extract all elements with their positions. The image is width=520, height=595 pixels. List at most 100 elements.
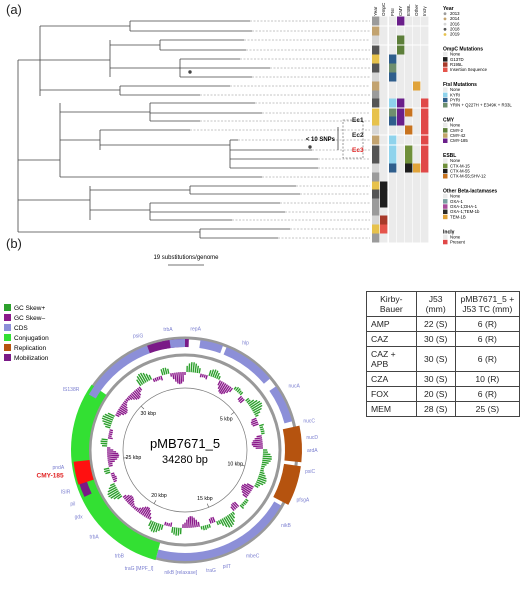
legend-group-title: Other Beta-lactamases (443, 189, 497, 195)
gene-label: nikB (281, 523, 291, 529)
table-cell: CZA (366, 371, 417, 387)
gene-label: gdx (75, 514, 84, 520)
gc-skew-bar (125, 495, 133, 502)
gc-skew-bar (117, 495, 123, 500)
gc-skew-bar (230, 503, 237, 510)
gc-skew-bar (168, 523, 171, 527)
heatmap-cell (421, 215, 429, 225)
gene-label: repA (190, 326, 201, 332)
gc-skew-bar (241, 490, 249, 497)
phylogenetic-tree (17, 20, 318, 239)
gc-skew-bar (201, 373, 204, 378)
gc-skew-bar (252, 439, 263, 442)
gc-skew-bar (107, 454, 120, 457)
heatmap-cell (372, 72, 380, 82)
heatmap-cell (372, 207, 380, 217)
legend-item-label: None (450, 52, 461, 57)
gc-skew-bar (111, 474, 116, 477)
table-row: FOX 20 (S) 6 (R) (366, 386, 520, 402)
gc-skew-bar (230, 506, 235, 512)
heatmap-cell (389, 108, 397, 118)
heatmap-cell (397, 233, 405, 243)
heatmap-cell (405, 98, 413, 108)
gene-label: trbA (90, 534, 100, 540)
heatmap-cell (380, 35, 388, 45)
snp-cluster-box: < 10 SNPs Ec1 Ec2 Ec3 (306, 117, 364, 159)
plasmid-legend-swatch (4, 334, 11, 341)
kirby-bauer-table-wrap: Kirby-Bauer J53 (mm) pMB7671_5 + J53 TC … (366, 291, 520, 417)
heatmap-cell (405, 224, 413, 234)
gc-skew-bar (122, 494, 127, 499)
gc-skew-bar (221, 518, 228, 528)
heatmap-cell (397, 63, 405, 73)
gc-skew-bar (198, 368, 201, 374)
heatmap-cell (389, 145, 397, 155)
legend-item-label: CMY-185 (450, 138, 468, 143)
heatmap-cell (389, 215, 397, 225)
gc-skew-bar (219, 383, 227, 394)
highlight-gene-label: CMY-185 (37, 472, 64, 479)
heatmap-cell (397, 45, 405, 55)
heatmap-cell (421, 181, 429, 191)
table-header-row: Kirby-Bauer J53 (mm) pMB7671_5 + J53 TC … (366, 291, 520, 317)
heatmap-cell (372, 215, 380, 225)
gc-skew-bar (256, 479, 266, 484)
heatmap-cell (389, 72, 397, 82)
gc-skew-bar (133, 506, 137, 510)
heatmap-cell (405, 81, 413, 91)
legend-item-label: None (450, 158, 461, 163)
gc-skew-bar (218, 382, 225, 392)
heatmap-cell (380, 181, 388, 191)
gc-skew-bar (107, 488, 118, 496)
gc-skew-bar (191, 516, 194, 528)
gc-skew-bar (190, 362, 193, 373)
gc-skew-bar (126, 496, 134, 503)
heatmap-cell (397, 215, 405, 225)
legend-item-label: None (450, 87, 461, 92)
heatmap-cell (421, 108, 429, 118)
heatmap-cell (405, 163, 413, 173)
gc-skew-bar (252, 404, 263, 412)
legend-item-label: 2019 (450, 32, 460, 37)
heatmap-cell (372, 224, 380, 234)
table-cell: 22 (S) (415, 316, 456, 332)
heatmap-cell (372, 16, 380, 26)
legend-swatch (443, 12, 447, 16)
gc-skew-bar (220, 384, 229, 395)
heatmap-column-header: ESBL (406, 4, 411, 16)
gc-skew-bar (238, 390, 242, 394)
gc-skew-bar (162, 367, 166, 375)
heatmap-cell (421, 90, 429, 100)
legend-item-label: YRIN + Q227H + E349K + R33L (450, 103, 512, 108)
gc-skew-bar (251, 402, 263, 410)
gc-skew-bar (160, 369, 164, 376)
gc-skew-bar (259, 426, 264, 429)
heatmap-cell (397, 116, 405, 126)
heatmap-cell (380, 198, 388, 208)
heatmap-cell (413, 189, 421, 199)
gc-skew-bar (108, 433, 113, 436)
gc-skew-bar (214, 370, 219, 379)
table-cell: CAZ (366, 331, 417, 347)
heatmap-cell (372, 54, 380, 64)
kbp-tick-label: 25 kbp (126, 455, 142, 461)
gc-skew-bar (193, 517, 196, 528)
heatmap-cell (413, 215, 421, 225)
gc-skew-bar (108, 462, 113, 465)
legend-item-label: OXA-1;DHA-1 (450, 204, 478, 209)
gc-skew-bar (233, 501, 240, 508)
legend-item-label: None (450, 234, 461, 239)
heatmap-cell (372, 233, 380, 243)
legend-swatch (443, 57, 448, 62)
legend-swatch (443, 234, 448, 240)
heatmap-cell (397, 90, 405, 100)
gc-skew-bar (143, 507, 151, 517)
heatmap-cell (413, 135, 421, 145)
legend-swatch (443, 97, 448, 103)
plasmid-legend-label: GC Skew– (14, 315, 45, 322)
heatmap-cell (397, 72, 405, 82)
legend-swatch (443, 67, 448, 72)
heatmap-cell (405, 116, 413, 126)
gc-skew-bar (109, 482, 115, 487)
legend-group-title: OmpC Mutations (443, 47, 483, 53)
